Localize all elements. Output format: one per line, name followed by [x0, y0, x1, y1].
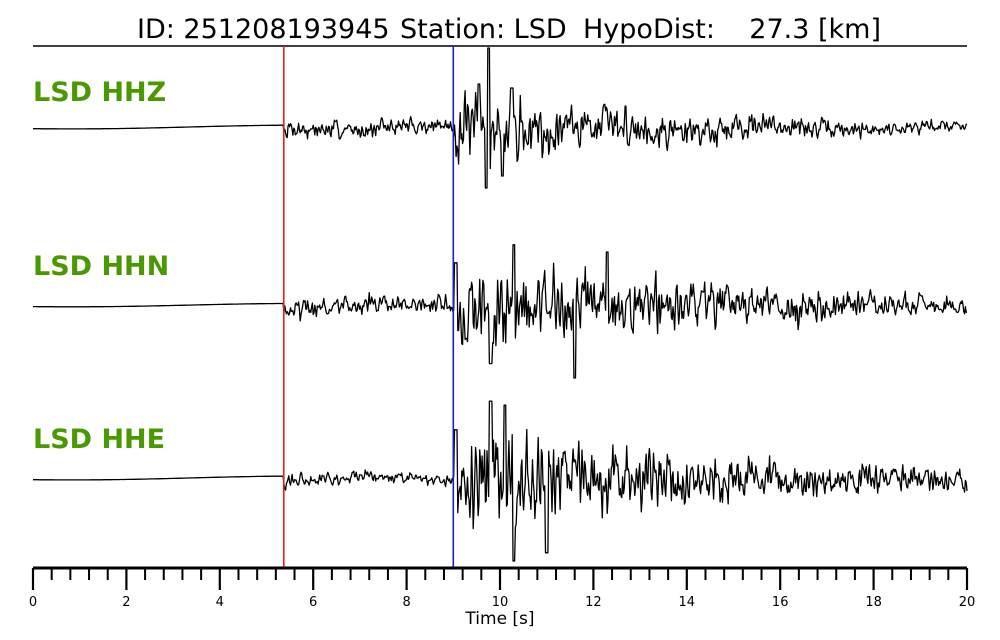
x-tick-label: 18 [865, 595, 882, 610]
station-name: Station: LSD [400, 14, 567, 45]
x-tick-label: 12 [585, 595, 602, 610]
trace-label-hhn: LSD HHN [33, 251, 169, 282]
x-axis-label: Time [s] [464, 609, 534, 629]
x-tick-label: 6 [309, 595, 317, 610]
trace-label-hhz: LSD HHZ [33, 77, 166, 108]
event-id: ID: 251208193945 [137, 14, 390, 45]
trace-label-hhe: LSD HHE [33, 424, 165, 455]
waveform-hhe [33, 400, 968, 562]
x-tick-label: 0 [29, 595, 37, 610]
x-axis: 0 2 4 6 8 10 12 14 16 18 20 [29, 566, 976, 610]
x-tick-label: 20 [959, 595, 976, 610]
x-tick-label: 14 [679, 595, 696, 610]
x-tick-label: 4 [216, 595, 224, 610]
waveform-hhz [33, 47, 968, 189]
x-tick-label: 16 [772, 595, 789, 610]
hypocentral-distance: HypoDist: 27.3 [km] [583, 14, 881, 45]
x-tick-label: 8 [402, 595, 410, 610]
x-tick-label: 10 [492, 595, 509, 610]
x-tick-label: 2 [122, 595, 130, 610]
waveform-hhn [33, 244, 968, 379]
